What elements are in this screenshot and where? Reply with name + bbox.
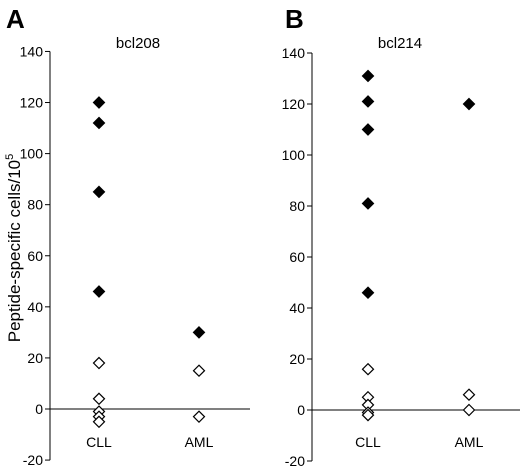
y-axis-label-superscript: 5 bbox=[4, 154, 16, 160]
panel-a-y-tick-label: 40 bbox=[27, 299, 43, 315]
panel-a-open-diamond-point bbox=[92, 392, 106, 406]
panel-b-open-diamond-point bbox=[462, 388, 476, 402]
panel-b-category-label: AML bbox=[455, 434, 484, 450]
panel-b-y-tick-label: 80 bbox=[289, 198, 305, 214]
panel-a-filled-diamond-point bbox=[92, 96, 106, 109]
panel-b-y-tick-label: 20 bbox=[289, 351, 305, 367]
panel-a-filled-diamond-point bbox=[92, 116, 106, 130]
panel-b-filled-diamond-point bbox=[361, 123, 375, 136]
panel-a-open-diamond-point bbox=[92, 356, 106, 370]
panel-a-y-tick-label: 100 bbox=[20, 146, 44, 162]
panel-b-y-tick-label: 40 bbox=[289, 300, 305, 316]
panel-a-category-label: CLL bbox=[86, 434, 112, 450]
panel-a-y-tick-label: 80 bbox=[27, 197, 43, 213]
panel-b-filled-diamond-point bbox=[361, 197, 375, 210]
panel-b-y-tick-label: 60 bbox=[289, 249, 305, 265]
panel-a-y-tick-label: 120 bbox=[20, 95, 44, 111]
panel-a-letter: A bbox=[6, 4, 25, 34]
panel-b-y-tick-label: 0 bbox=[297, 402, 305, 418]
panel-a-open-diamond-point bbox=[92, 415, 106, 429]
panel-a-y-tick-label: 20 bbox=[27, 350, 43, 366]
panel-b-filled-diamond-point bbox=[361, 69, 375, 83]
panel-b-open-diamond-point bbox=[361, 408, 375, 422]
panel-a-y-tick-label: 0 bbox=[35, 401, 43, 417]
panel-b-title: bcl214 bbox=[378, 35, 422, 52]
y-axis-label: Peptide-specific cells/105 bbox=[4, 154, 24, 343]
panel-b-y-tick-label: 140 bbox=[282, 45, 306, 61]
panel-a-filled-diamond-point bbox=[192, 326, 206, 339]
panel-b-y-tick-label: -20 bbox=[285, 453, 305, 469]
panel-a-category-label: AML bbox=[185, 434, 214, 450]
panel-a-y-tick-label: 60 bbox=[27, 248, 43, 264]
panel-b-filled-diamond-point bbox=[361, 95, 375, 108]
panel-a-open-diamond-point bbox=[192, 364, 206, 378]
panel-b-filled-diamond-point bbox=[361, 286, 375, 300]
panel-a-y-tick-label: 140 bbox=[20, 43, 44, 59]
panel-b-filled-diamond-point bbox=[462, 97, 476, 111]
panel-b-y-tick-label: 100 bbox=[282, 147, 306, 163]
panel-a-filled-diamond-point bbox=[92, 285, 106, 298]
panel-a-y-tick-label: -20 bbox=[23, 452, 43, 468]
panel-b-open-diamond-point bbox=[462, 403, 476, 417]
panel-b-letter: B bbox=[285, 4, 304, 34]
panel-a-filled-diamond-point bbox=[92, 185, 106, 199]
panel-a-title: bcl208 bbox=[116, 35, 160, 52]
panel-b-y-tick-label: 120 bbox=[282, 96, 306, 112]
panel-a-open-diamond-point bbox=[192, 410, 206, 424]
panel-b-category-label: CLL bbox=[355, 434, 381, 450]
panel-b-open-diamond-point bbox=[361, 362, 375, 376]
